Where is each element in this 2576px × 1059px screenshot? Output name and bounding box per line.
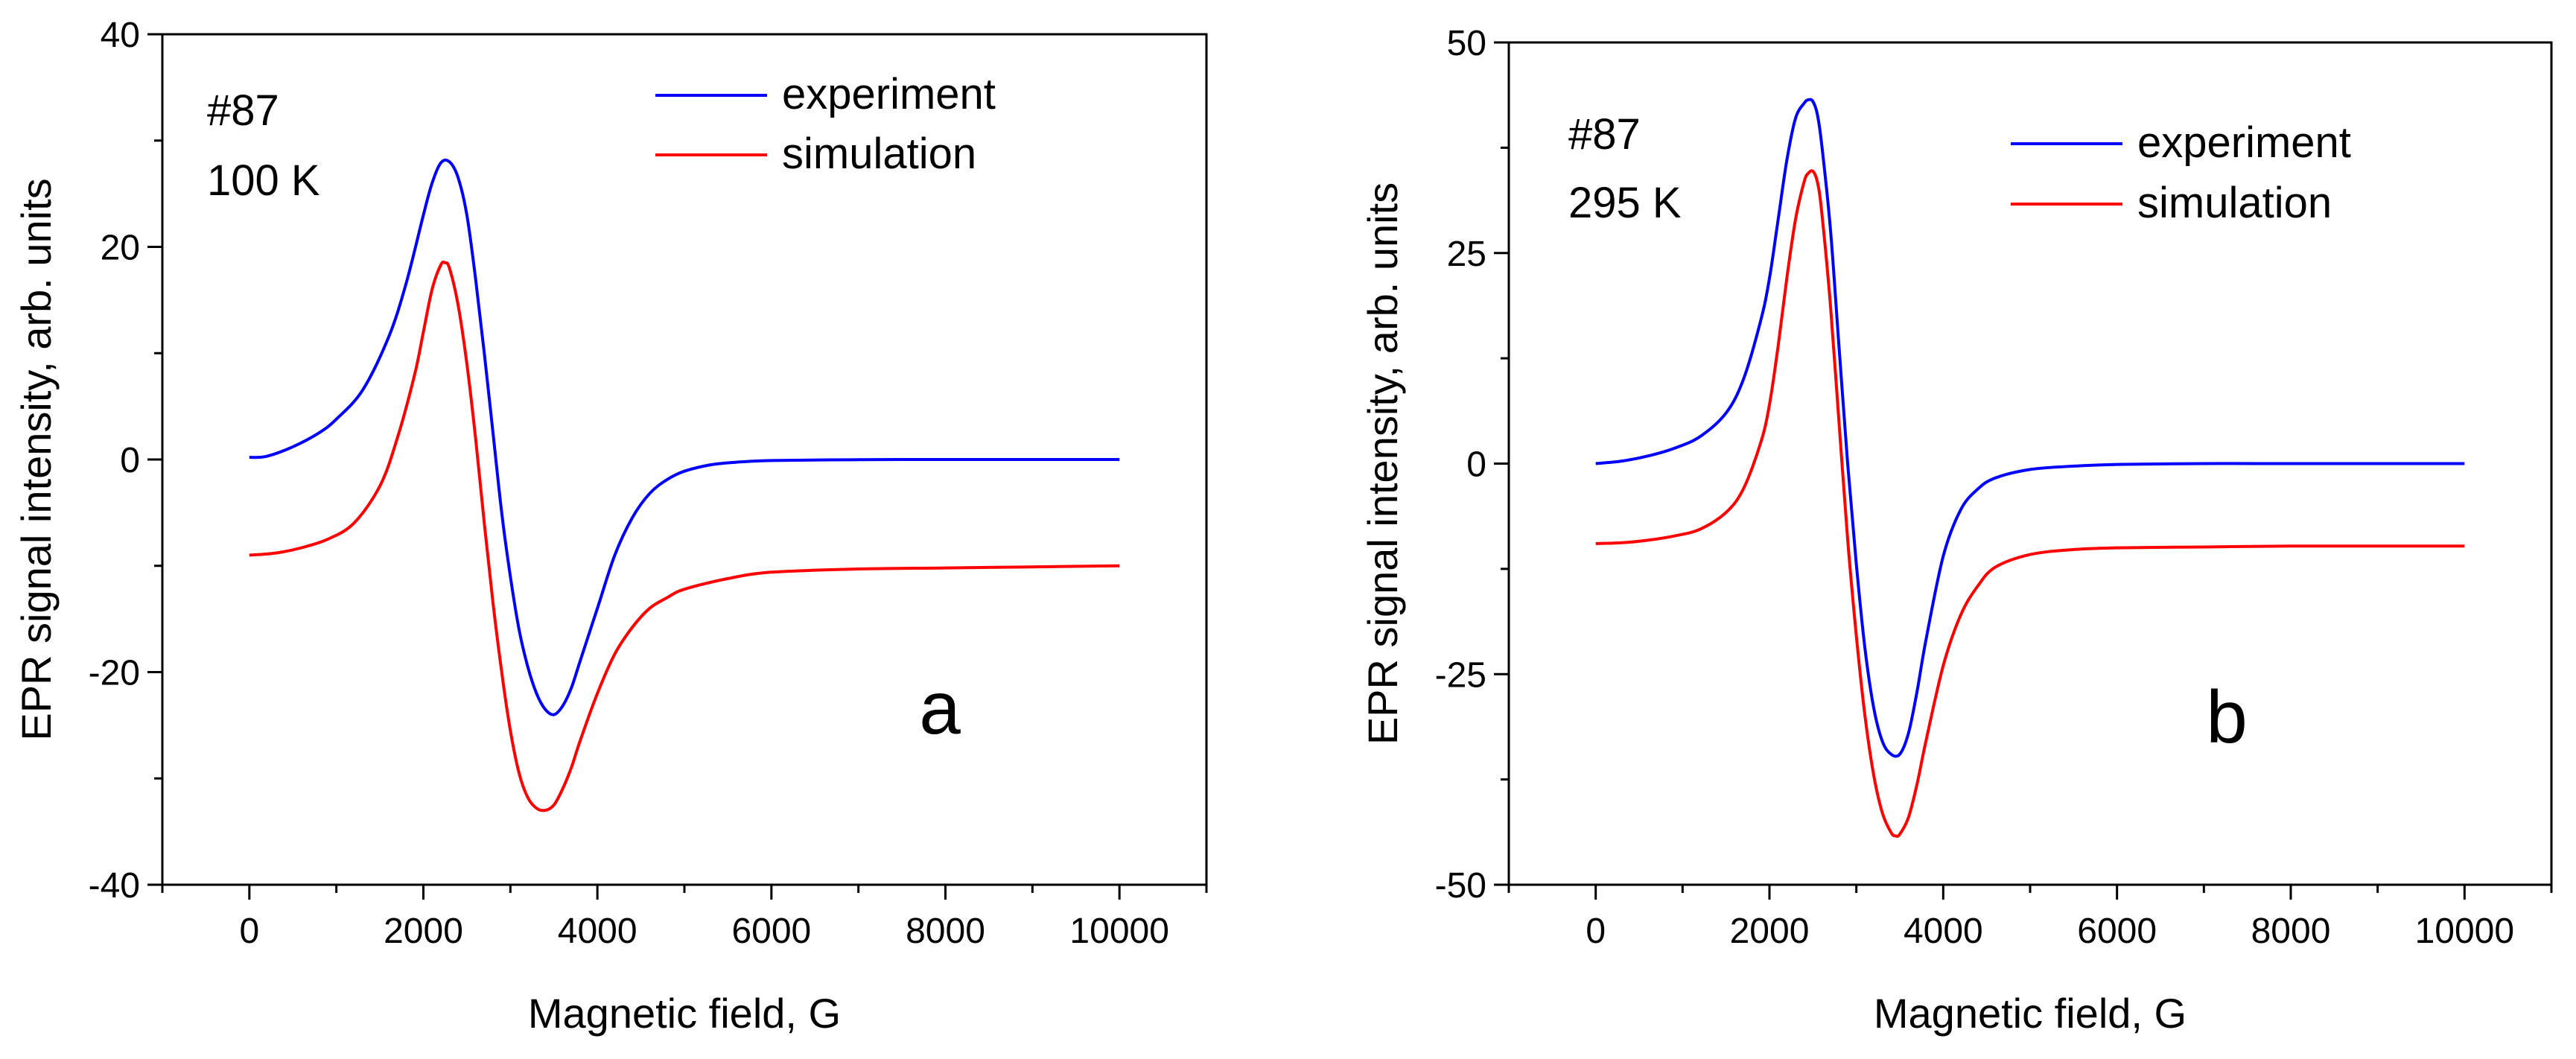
series-line-experiment (1595, 98, 2465, 758)
x-tick-label: 8000 (2251, 912, 2331, 951)
x-tick-label: 0 (1586, 912, 1606, 951)
y-tick-label: 40 (101, 16, 140, 55)
legend-label-simulation: simulation (2137, 179, 2332, 227)
x-tick-label: 10000 (1069, 912, 1168, 951)
series-line-simulation (1595, 169, 2465, 838)
x-tick-label: 6000 (731, 912, 811, 951)
x-tick-label: 8000 (906, 912, 985, 951)
temperature-label: 295 K (1568, 179, 1682, 227)
y-axis-title: EPR signal intensity, arb. units (13, 178, 60, 740)
series-line-experiment (249, 159, 1120, 716)
y-tick-label: -50 (1435, 866, 1486, 906)
chart-panel-b: 0 2000 4000 6000 8000 10000 -50 -25 0 25 50 Magnet… (1359, 24, 2553, 1037)
x-tick-label: 2000 (1730, 912, 1810, 951)
x-tick-label: 6000 (2077, 912, 2157, 951)
temperature-label: 100 K (207, 156, 320, 205)
series-lines (249, 159, 1120, 812)
x-axis-title: Magnetic field, G (528, 990, 841, 1037)
y-tick-label: 0 (120, 441, 140, 480)
y-tick-label: -20 (89, 654, 140, 693)
y-tick-label: -25 (1435, 655, 1486, 695)
panel-label: b (2206, 675, 2248, 759)
y-tick-label: -40 (89, 866, 140, 906)
x-tick-label: 4000 (558, 912, 637, 951)
y-tick-label: 25 (1447, 235, 1486, 274)
axis-ticks: 0 2000 4000 6000 8000 10000 -40 -20 0 20 40 (89, 16, 1208, 951)
legend-label-experiment: experiment (2137, 118, 2351, 167)
sample-label: #87 (1568, 110, 1641, 159)
panel-label: a (919, 667, 961, 750)
y-tick-label: 20 (101, 229, 140, 268)
y-axis-title: EPR signal intensity, arb. units (1359, 182, 1406, 745)
x-tick-label: 4000 (1904, 912, 1983, 951)
y-tick-label: 50 (1447, 24, 1486, 63)
legend: experiment simulation (2011, 118, 2351, 227)
axis-ticks: 0 2000 4000 6000 8000 10000 -50 -25 0 25 50 (1435, 24, 2553, 951)
x-tick-label: 2000 (384, 912, 463, 951)
x-axis-title: Magnetic field, G (1874, 990, 2187, 1037)
sample-label: #87 (207, 86, 279, 135)
series-line-simulation (249, 260, 1120, 812)
y-tick-label: 0 (1466, 445, 1486, 485)
x-tick-label: 0 (239, 912, 259, 951)
legend-label-experiment: experiment (782, 70, 996, 118)
chart-panel-a: 0 2000 4000 6000 8000 10000 -40 -20 0 20 40 Magnet… (13, 16, 1208, 1037)
legend-label-simulation: simulation (782, 130, 976, 178)
series-lines (1595, 98, 2465, 838)
legend: experiment simulation (655, 70, 996, 178)
x-tick-label: 10000 (2415, 912, 2514, 951)
